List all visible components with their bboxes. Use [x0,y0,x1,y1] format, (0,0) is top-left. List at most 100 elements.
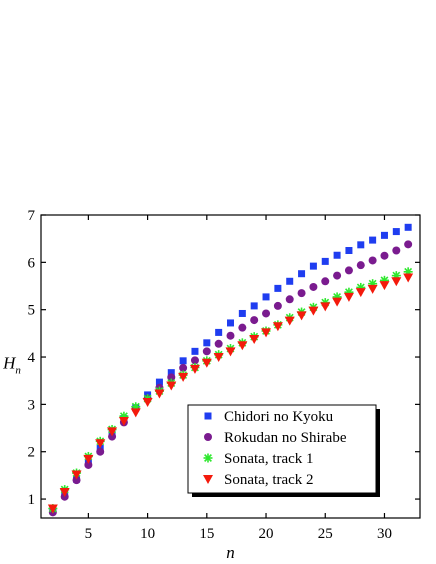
data-point [262,309,271,318]
legend: Chidori no Kyoku Rokudan no Shirabe Sonata… [187,404,380,497]
data-point [272,322,283,332]
data-point [284,316,295,326]
y-tick-label: 1 [28,492,36,508]
y-axis-label-main: H [2,354,17,373]
data-point [47,504,58,514]
x-axis-label: n [226,543,235,562]
data-point [368,256,377,265]
data-point [297,289,306,298]
data-point [107,427,118,437]
x-tick-label: 10 [140,526,155,542]
data-point [308,306,319,316]
data-point [392,246,401,255]
data-point [83,454,94,464]
data-point [404,240,413,249]
legend-marker [204,412,212,420]
data-point [344,266,353,275]
data-point [321,277,330,286]
data-point [215,328,223,336]
series-4 [47,273,414,514]
y-axis-label: Hn [2,354,21,377]
data-point [356,261,365,270]
legend-marker [203,453,213,463]
data-point [333,271,342,280]
data-point [404,223,412,231]
data-point [403,273,414,283]
x-tick-label: 5 [85,526,93,542]
data-point [227,319,234,327]
y-tick-label: 2 [28,445,36,461]
x-tick-label: 15 [199,526,214,542]
data-point [84,460,93,469]
data-point [59,487,70,497]
y-axis-label-subscript: n [15,365,21,377]
legend-entry-label: Rokudan no Shirabe [224,430,347,446]
data-point [213,353,224,363]
data-point [71,470,82,480]
data-point [191,347,199,355]
data-point [202,347,211,356]
data-point [178,372,189,382]
legend-marker [204,433,212,441]
data-point [142,398,153,408]
legend-entry-label: Sonata, track 1 [224,451,314,467]
data-point [237,341,248,351]
data-point [72,476,81,485]
data-point [238,309,246,317]
data-point [167,369,175,377]
data-point [392,228,400,236]
data-point [262,293,270,301]
data-point [286,277,294,285]
data-point [250,316,259,325]
plot-border [40,214,421,519]
data-point [309,262,317,270]
data-point [298,270,306,278]
data-point [380,251,389,260]
data-point [332,297,343,307]
data-point [166,381,177,391]
data-point [179,357,187,365]
y-tick-label: 4 [28,350,36,366]
data-point [108,432,117,441]
data-point [225,347,236,357]
data-point [391,277,402,287]
y-tick-label: 6 [28,255,36,271]
legend-marker [203,475,213,484]
data-point [320,302,331,312]
x-tick-label: 25 [318,526,333,542]
data-point [380,231,388,239]
data-point [296,311,307,321]
y-tick-label: 3 [28,397,36,413]
data-point [274,284,282,292]
x-tick-label: 30 [377,526,392,542]
data-point [179,363,188,372]
data-point [155,378,163,386]
data-point [357,241,365,249]
y-tick-label: 7 [28,208,36,224]
data-point [214,339,223,348]
data-point [201,358,212,368]
legend-box [187,404,377,494]
data-point [333,251,341,259]
data-point [238,323,247,332]
axis-ticks: 5 10 15 20 25 30 1 2 3 4 5 6 7 [28,208,420,542]
data-point [226,331,235,340]
data-point [273,301,282,310]
data-point [190,356,199,365]
plot-frame [40,214,421,519]
data-point [321,257,329,265]
data-point [343,292,354,302]
legend-entry-label: Sonata, track 2 [224,472,314,488]
legend-entry-label: Chidori no Kyoku [224,409,334,425]
data-point [154,389,165,399]
data-point [379,281,390,291]
data-point [367,284,378,294]
y-tick-label: 5 [28,303,36,319]
x-tick-label: 20 [259,526,274,542]
data-point [369,236,377,244]
data-point [309,282,318,291]
data-point [261,328,272,338]
data-point [118,416,129,426]
data-point [96,447,105,456]
